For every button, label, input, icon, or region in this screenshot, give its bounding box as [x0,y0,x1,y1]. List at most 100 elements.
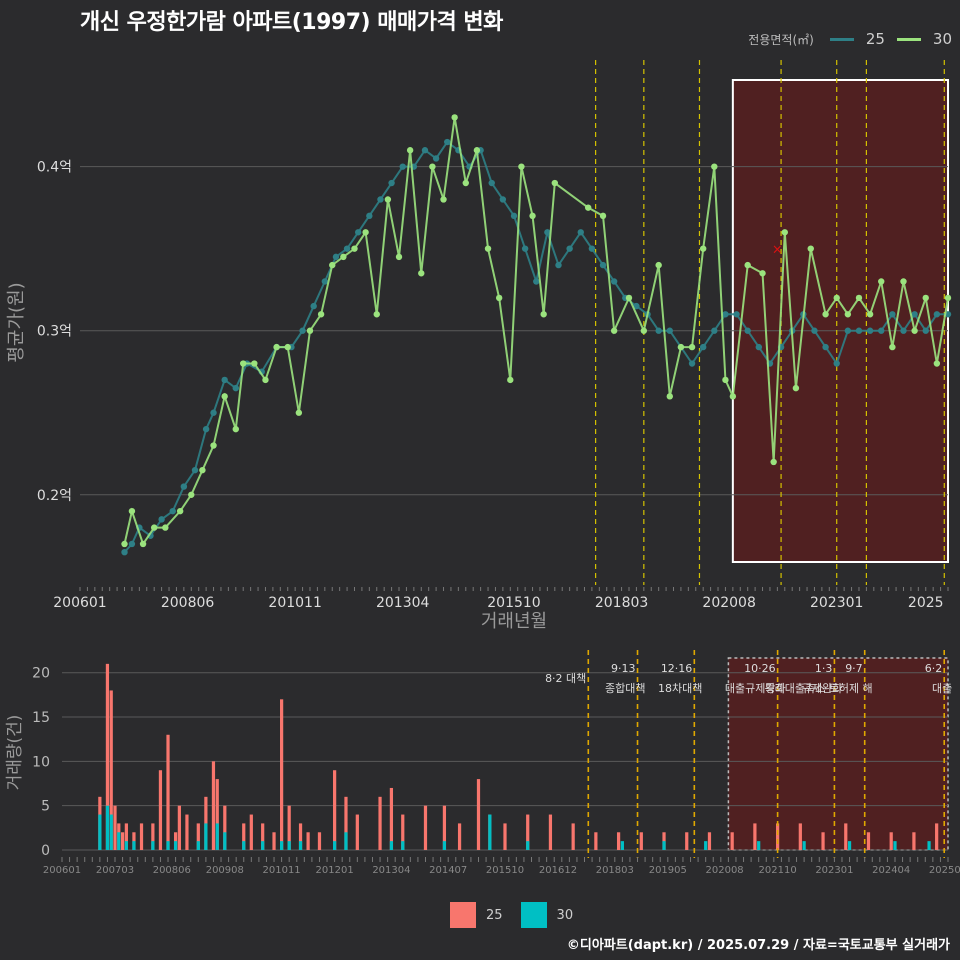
bar-25 [109,690,113,850]
bar-30 [105,805,110,850]
data-point-25 [388,179,395,187]
x-tick-label: 201011 [268,595,321,611]
bar-25 [912,832,916,850]
bar-25 [639,832,643,850]
data-point-25 [699,343,707,351]
bar-25 [298,823,303,850]
policy-label: 1·3 [815,662,833,675]
data-point-30 [699,245,707,252]
data-point-30 [210,442,217,449]
data-point-30 [495,294,503,302]
x-tick-label-bottom: 201011 [263,865,301,876]
data-point-25 [399,163,406,170]
data-point-25 [610,278,618,285]
bar-30 [401,841,405,850]
bar-25 [685,832,689,850]
bar-25 [821,832,825,850]
chart-title: 개신 우정한가람 아파트(1997) 매매가격 변화 [80,10,503,35]
bar-25 [889,832,893,850]
data-point-30 [240,360,247,367]
data-point-25 [833,360,840,367]
data-point-30 [866,311,874,318]
legend-swatch-30 [896,37,921,41]
data-point-30 [176,507,184,515]
data-point-25 [588,245,596,252]
bar-25 [166,734,170,850]
bar-25 [196,823,200,850]
x-tick-label-bottom: 200908 [206,865,244,876]
legend-swatch-25 [829,37,854,41]
bar-30 [333,841,337,850]
data-point-25 [377,196,384,203]
data-point-30 [306,327,314,334]
data-point-30 [406,147,414,154]
policy-label: 8·2 대책 [545,672,586,685]
bar-25 [423,805,428,850]
data-point-30 [889,343,896,351]
x-tick-label: 201803 [595,595,648,611]
data-point-30 [722,376,729,384]
bar-25 [935,823,939,850]
data-point-30 [922,294,929,302]
policy-label: 10·26 [744,662,776,675]
data-point-25 [221,376,228,384]
bar-30 [442,841,447,850]
data-point-25 [444,138,451,146]
legend-bottom: 25 30 [450,902,573,928]
data-point-30 [807,245,814,252]
data-point-25 [533,278,540,285]
y-tick-label: 0.3억 [37,324,72,340]
policy-label-sub: 특례대출축소 토허제 해 [764,681,872,695]
data-point-25 [343,245,351,252]
bar-25 [389,787,394,850]
bar-25 [333,770,337,850]
x-tick-label-bottom: 200601 [43,865,81,876]
data-point-25 [128,540,136,548]
bar-25 [730,832,734,850]
data-point-30 [329,261,336,269]
bar-25 [355,814,359,850]
data-point-25 [666,327,673,334]
data-point-25 [499,196,507,203]
data-point-30 [792,384,800,392]
y-axis-title: 평균가(원) [6,282,27,362]
y-tick-label: 0.4억 [37,160,72,176]
data-point-25 [180,483,188,490]
bar-25 [503,823,507,850]
data-point-30 [640,327,648,334]
bar-30 [173,841,178,850]
bar-25 [378,796,382,850]
bar-30 [151,841,155,850]
data-point-30 [199,466,206,474]
bar-25 [866,832,871,850]
legend-label-30: 30 [932,30,952,48]
data-point-25 [822,343,829,351]
data-point-25 [121,548,128,556]
bar-30 [389,841,394,850]
bar-30 [526,841,530,850]
data-point-25 [933,311,941,318]
data-point-25 [566,245,573,252]
data-point-30 [855,294,863,302]
data-point-25 [510,212,518,220]
data-point-25 [599,261,607,269]
x-tick-label-bottom: 201612 [539,865,577,876]
x-tick-label: 202008 [702,595,755,611]
x-tick-label-bottom: 202008 [706,865,744,876]
data-point-30 [232,425,239,433]
data-point-25 [711,327,718,334]
x-tick-label: 202301 [810,595,863,611]
data-point-25 [688,360,696,367]
data-point-30 [729,393,737,400]
data-point-30 [384,196,392,203]
policy-label: 12·16 [661,662,693,675]
data-point-25 [544,229,551,236]
bar-25 [105,663,110,850]
data-point-25 [922,327,929,334]
data-point-30 [770,458,777,466]
data-point-25 [655,327,662,334]
legend-box-25 [450,902,476,928]
data-point-25 [202,425,210,433]
bar-25 [279,699,284,850]
data-point-30 [351,245,358,252]
